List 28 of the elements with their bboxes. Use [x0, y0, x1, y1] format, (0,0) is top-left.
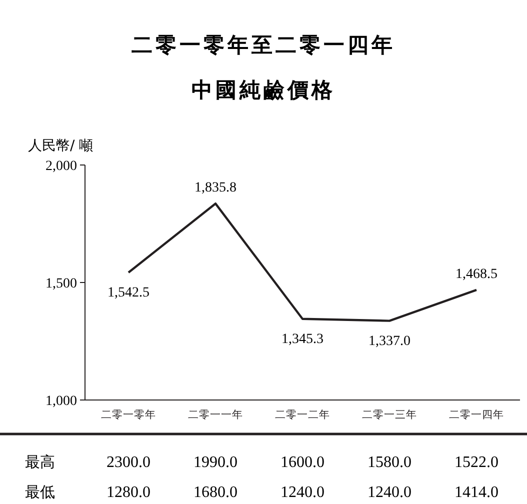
data-label: 1414.0	[454, 484, 498, 501]
data-label: 1,468.5	[456, 266, 498, 282]
data-label: 2300.0	[106, 454, 150, 471]
data-label: 1,835.8	[194, 180, 236, 196]
data-label: 1280.0	[106, 484, 150, 501]
x-tick-label: 二零一零年	[101, 409, 156, 421]
x-tick-label: 二零一四年	[449, 409, 504, 421]
y-tick-label: 最低	[25, 483, 55, 501]
y-axis-title: 人民幣/ 噸	[28, 138, 94, 154]
data-label: 1,542.5	[108, 286, 150, 301]
data-label: 1,345.3	[282, 332, 324, 347]
data-label: 1990.0	[194, 454, 238, 471]
data-label: 1580.0	[368, 454, 412, 471]
chart-subtitle: 中國純鹼價格	[192, 78, 336, 102]
data-label: 1240.0	[280, 484, 324, 501]
y-tick-label: 2,000	[46, 159, 77, 174]
x-tick-label: 二零一三年	[362, 409, 417, 421]
data-label: 1600.0	[280, 454, 324, 471]
data-label: 1680.0	[194, 484, 238, 501]
y-tick-label: 最高	[25, 453, 55, 471]
data-label: 1,337.0	[368, 334, 410, 349]
y-tick-label: 1,500	[46, 276, 77, 292]
x-tick-label: 二零一二年	[275, 409, 330, 421]
data-label: 1240.0	[368, 484, 412, 501]
y-tick-label: 1,000	[46, 394, 77, 409]
data-label: 1522.0	[454, 454, 498, 471]
x-tick-label: 二零一一年	[188, 409, 243, 421]
chart-title: 二零一零年至二零一四年	[132, 33, 396, 57]
